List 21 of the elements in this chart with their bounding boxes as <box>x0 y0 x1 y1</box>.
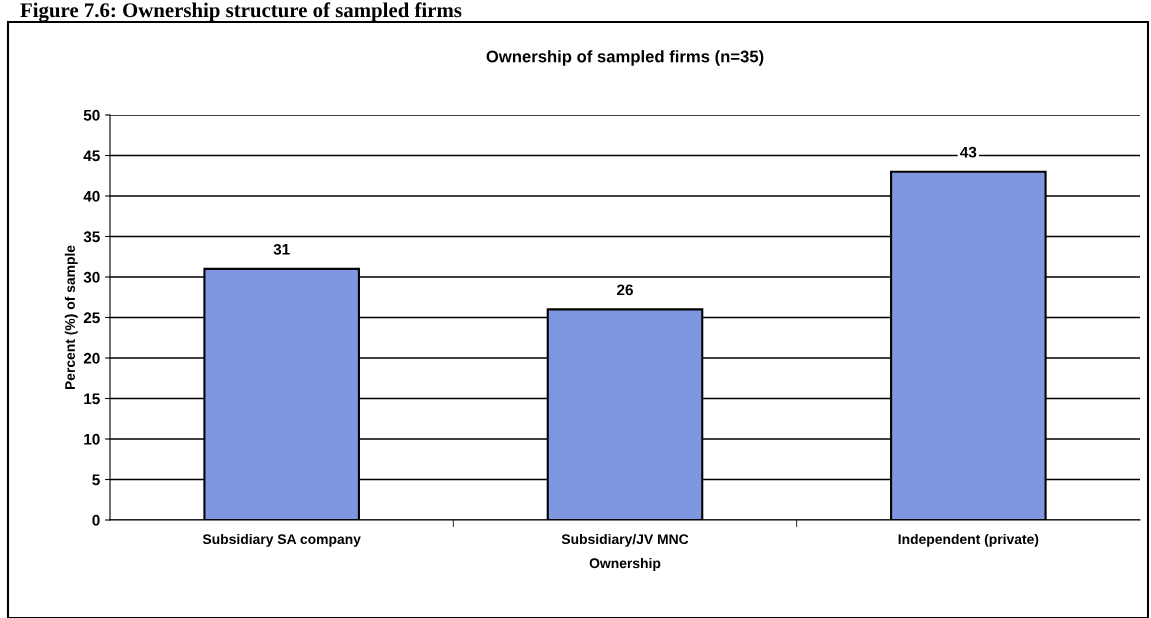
x-tick-label: Independent (private) <box>898 533 1039 547</box>
y-tick-label: 45 <box>83 150 100 162</box>
y-tick-label: 30 <box>83 271 100 283</box>
data-label: 26 <box>617 284 633 296</box>
y-tick-label: 20 <box>83 352 100 364</box>
x-tick-label: Subsidiary SA company <box>202 533 361 547</box>
data-label: 31 <box>273 243 290 255</box>
y-tick-label: 5 <box>92 474 100 486</box>
y-tick-label: 25 <box>83 312 100 324</box>
y-axis-title: Percent (%) of sample <box>64 245 78 390</box>
x-tick-label: Subsidiary/JV MNC <box>561 533 689 547</box>
y-tick-label: 0 <box>92 514 100 526</box>
y-tick-label: 35 <box>83 231 100 243</box>
y-tick-label: 10 <box>84 433 100 445</box>
chart-title: Ownership of sampled firms (n=35) <box>486 50 764 66</box>
x-axis-title: Ownership <box>589 557 661 571</box>
data-label: 43 <box>960 146 977 158</box>
y-tick-label: 15 <box>84 393 100 405</box>
y-tick-label: 40 <box>83 190 100 202</box>
caption: Figure 7.6: Ownership structure of sampled firms <box>20 2 462 22</box>
y-tick-label: 50 <box>83 109 100 121</box>
